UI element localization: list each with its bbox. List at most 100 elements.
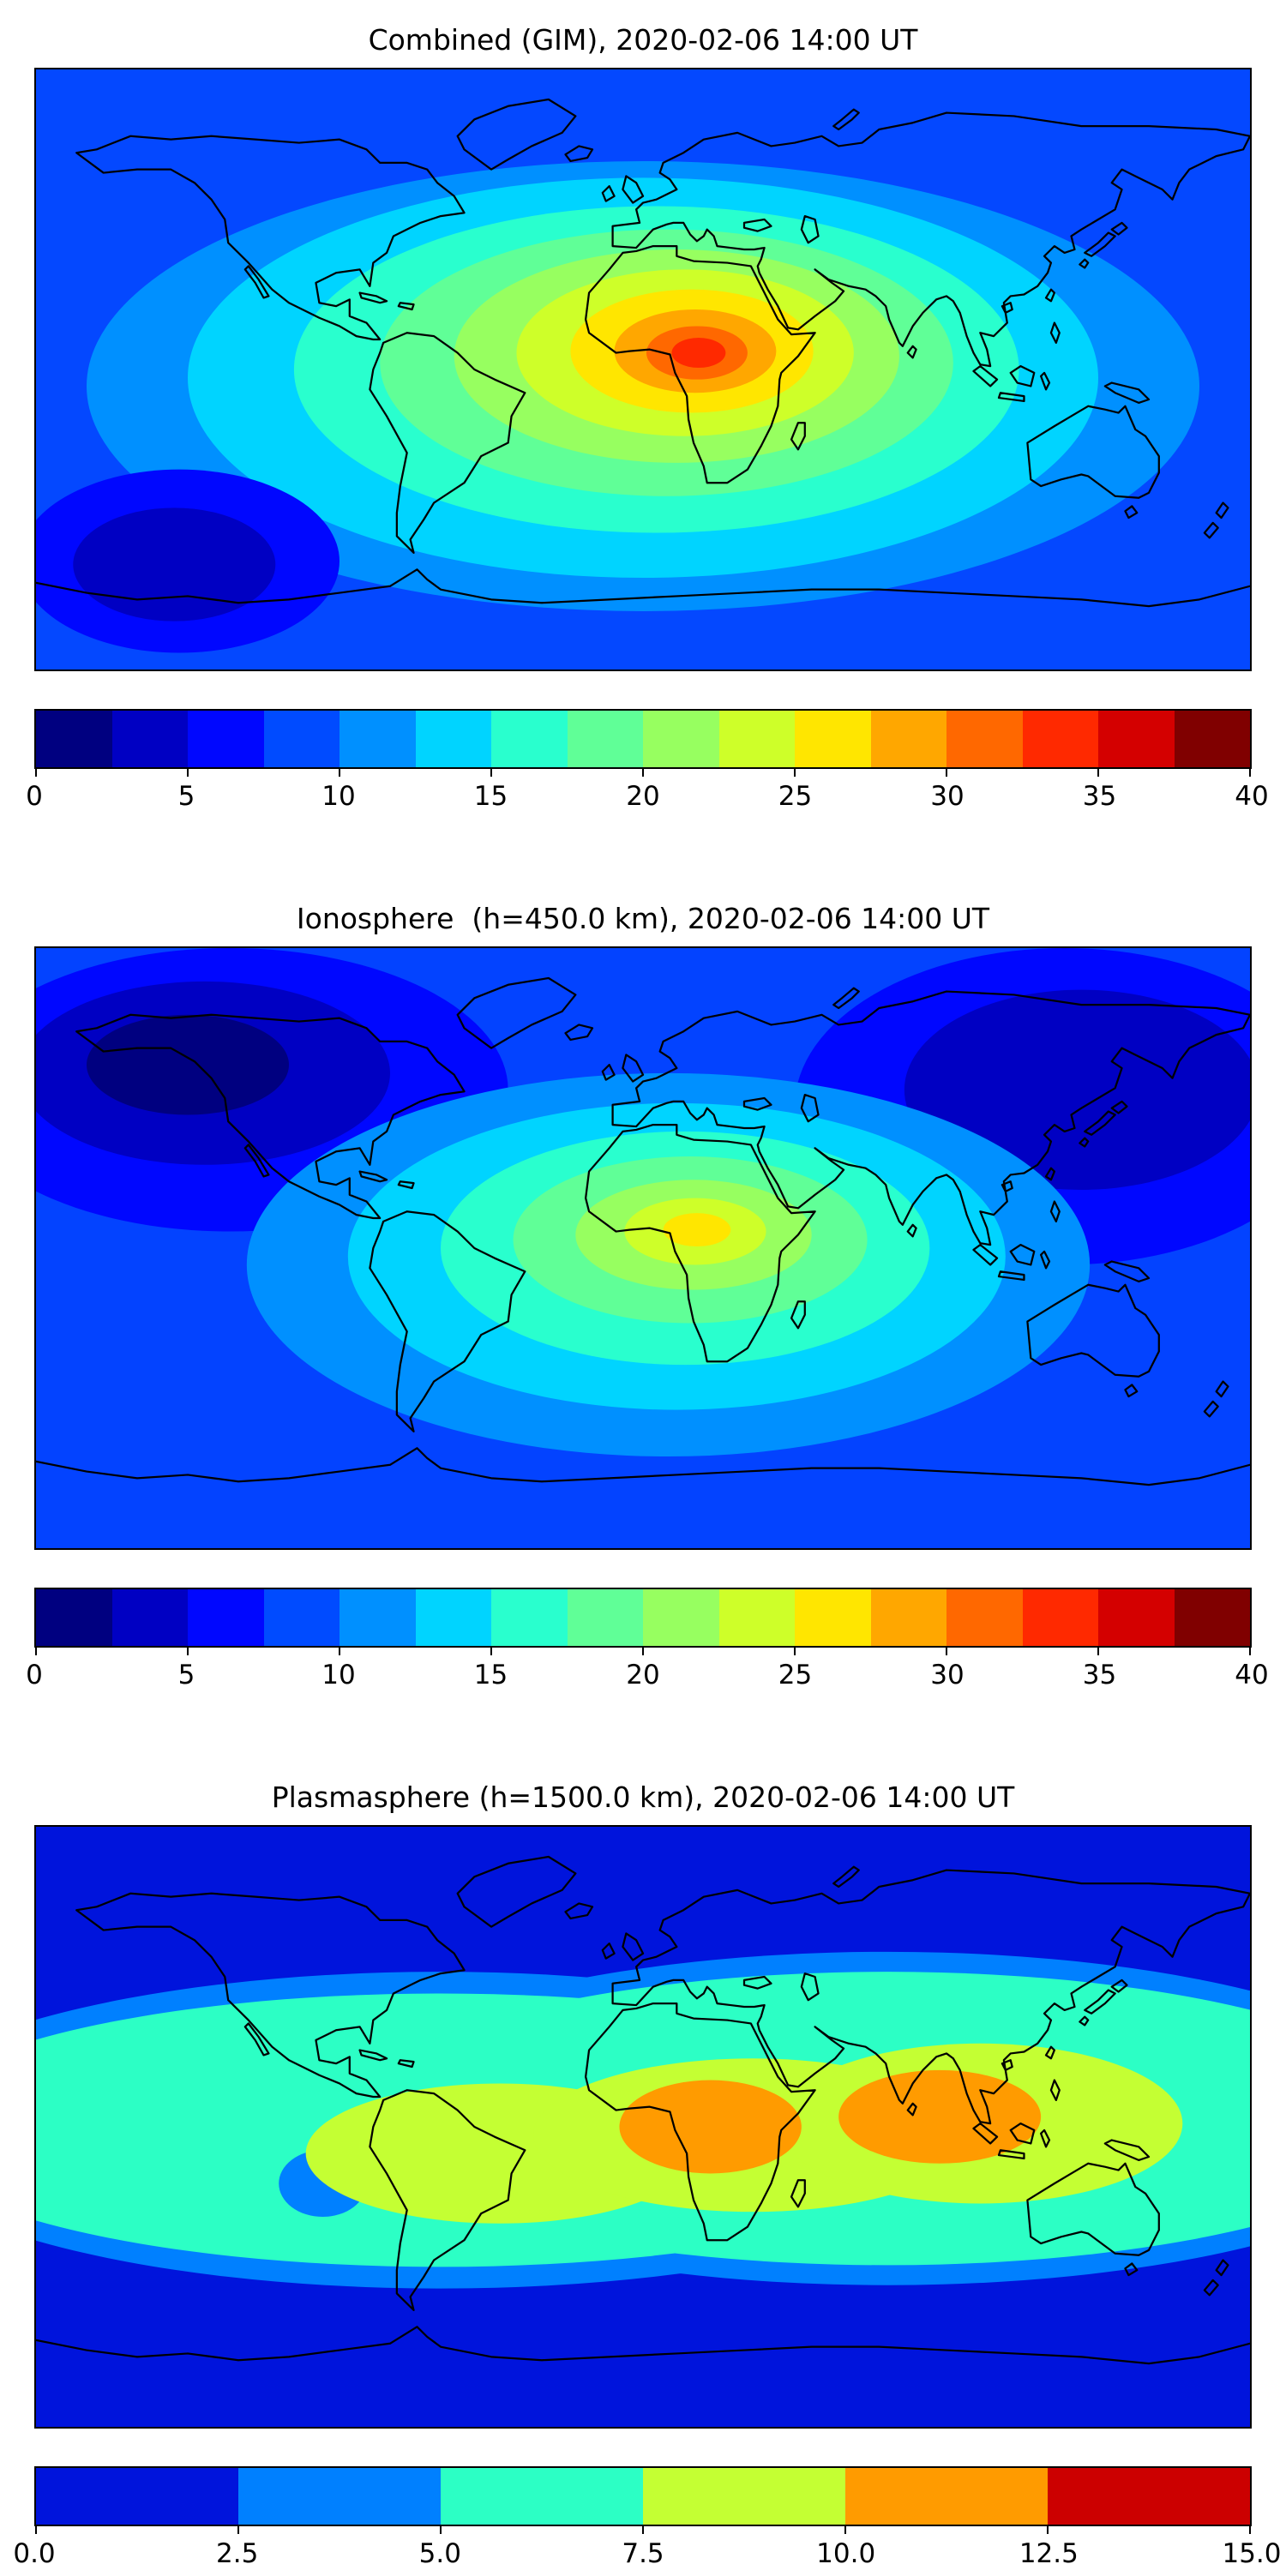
world-map	[34, 68, 1252, 671]
colorbar-segment	[340, 1589, 416, 1646]
colorbar-segment	[1048, 2468, 1250, 2525]
panel-title: Plasmasphere (h=1500.0 km), 2020-02-06 1…	[271, 1780, 1015, 1814]
contour-region	[904, 989, 1250, 1190]
colorbar-tick-label: 35	[1082, 1660, 1117, 1690]
colorbar-segment	[946, 711, 1023, 767]
colorbar-tick-mark	[237, 2526, 239, 2534]
colorbar-tick-mark	[440, 2526, 442, 2534]
world-map	[34, 946, 1252, 1550]
colorbar-tick-mark	[844, 2526, 846, 2534]
colorbar-tick-mark	[35, 769, 37, 777]
colorbar-tick-label: 2.5	[216, 2538, 259, 2569]
colorbar-tick-mark	[1249, 769, 1251, 777]
colorbar-tick-label: 12.5	[1019, 2538, 1079, 2569]
colorbar-tick-label: 15	[473, 781, 508, 812]
colorbar-segment	[415, 711, 491, 767]
colorbar-segment	[238, 2468, 441, 2525]
colorbar-tick-label: 15.0	[1222, 2538, 1282, 2569]
colorbar-segment	[795, 711, 871, 767]
colorbar-segment	[1022, 1589, 1098, 1646]
colorbar-segment	[188, 1589, 264, 1646]
colorbar-segment	[36, 2468, 238, 2525]
colorbar-segment	[643, 2468, 845, 2525]
colorbar-tick-mark	[35, 2526, 37, 2534]
contour-region	[73, 507, 276, 621]
colorbar-segment	[1022, 711, 1098, 767]
map-svg	[36, 1827, 1250, 2427]
colorbar-tick-label: 30	[930, 1660, 964, 1690]
colorbar-segment	[870, 1589, 946, 1646]
contour-region	[838, 2069, 1042, 2164]
colorbar-tick-label: 20	[626, 781, 660, 812]
contour-region	[87, 1014, 289, 1115]
colorbar-tick-label: 0	[26, 781, 43, 812]
colorbar-tick-mark	[946, 1648, 947, 1655]
colorbar-segment	[946, 1589, 1023, 1646]
colorbar-segment	[1098, 1589, 1175, 1646]
colorbar-segment	[491, 1589, 568, 1646]
colorbar-tick-label: 5.0	[418, 2538, 461, 2569]
colorbar-wrap: 0 5 10 15 20 25 30 35 40	[26, 709, 1269, 819]
colorbar-segment	[491, 711, 568, 767]
colorbar-segment	[643, 711, 719, 767]
colorbar-wrap: 0.0 2.5 5.0 7.5 10.0 12.5 15.0	[13, 2466, 1282, 2576]
panel-title: Combined (GIM), 2020-02-06 14:00 UT	[368, 23, 918, 57]
colorbar-tick-mark	[1097, 1648, 1099, 1655]
colorbar-tick-mark	[187, 769, 189, 777]
colorbar-gradient	[34, 2466, 1252, 2534]
colorbar-segment	[643, 1589, 719, 1646]
colorbar-tick-label: 5	[177, 781, 195, 812]
colorbar-tick-mark	[642, 2526, 644, 2534]
colorbar-ticks: 0 5 10 15 20 25 30 35 40	[26, 781, 1269, 819]
colorbar-gradient	[34, 709, 1252, 777]
colorbar-segment	[870, 711, 946, 767]
colorbar-tick-mark	[1047, 2526, 1049, 2534]
world-map	[34, 1825, 1252, 2429]
colorbar-tick-mark	[339, 769, 340, 777]
colorbar-segment	[263, 711, 340, 767]
colorbar-segment	[718, 1589, 795, 1646]
colorbar-tick-label: 10	[322, 781, 356, 812]
colorbar-tick-mark	[339, 1648, 340, 1655]
colorbar-tick-label: 10	[322, 1660, 356, 1690]
colorbar-tick-label: 40	[1235, 1660, 1269, 1690]
colorbar-tick-mark	[642, 1648, 644, 1655]
colorbar-segment	[188, 711, 264, 767]
colorbar-ticks: 0 5 10 15 20 25 30 35 40	[26, 1660, 1269, 1697]
colorbar-tick-label: 20	[626, 1660, 660, 1690]
colorbar-tick-mark	[1249, 1648, 1251, 1655]
colorbar-tick-mark	[187, 1648, 189, 1655]
map-svg	[36, 948, 1250, 1548]
colorbar-ticks: 0.0 2.5 5.0 7.5 10.0 12.5 15.0	[13, 2538, 1281, 2576]
colorbar-segment	[795, 1589, 871, 1646]
colorbar-segment	[1174, 711, 1250, 767]
colorbar-segment	[441, 2468, 643, 2525]
colorbar-segment	[36, 1589, 112, 1646]
contour-region	[619, 2080, 802, 2174]
colorbar-tick-label: 25	[778, 781, 813, 812]
colorbar-tick-mark	[946, 769, 947, 777]
colorbar-segment	[340, 711, 416, 767]
colorbar-tick-label: 0	[26, 1660, 43, 1690]
colorbar-segment	[567, 711, 643, 767]
colorbar-tick-mark	[35, 1648, 37, 1655]
contour-blobs	[36, 1951, 1250, 2289]
colorbar-tick-label: 35	[1082, 781, 1117, 812]
map-svg	[36, 69, 1250, 670]
panel-plasmasphere: Plasmasphere (h=1500.0 km), 2020-02-06 1…	[13, 1779, 1282, 2576]
colorbar-tick-mark	[1097, 769, 1099, 777]
colorbar-tick-label: 0.0	[13, 2538, 56, 2569]
colorbar-segment	[36, 711, 112, 767]
colorbar-wrap: 0 5 10 15 20 25 30 35 40	[26, 1588, 1269, 1697]
colorbar-tick-mark	[642, 769, 644, 777]
contour-region	[663, 1213, 731, 1247]
colorbar-segment	[263, 1589, 340, 1646]
colorbar-tick-mark	[490, 769, 492, 777]
colorbar-tick-label: 7.5	[622, 2538, 664, 2569]
colorbar-tick-label: 30	[930, 781, 964, 812]
contour-region	[671, 338, 726, 369]
colorbar-segment	[718, 711, 795, 767]
colorbar-gradient	[34, 1588, 1252, 1655]
colorbar-segment	[567, 1589, 643, 1646]
